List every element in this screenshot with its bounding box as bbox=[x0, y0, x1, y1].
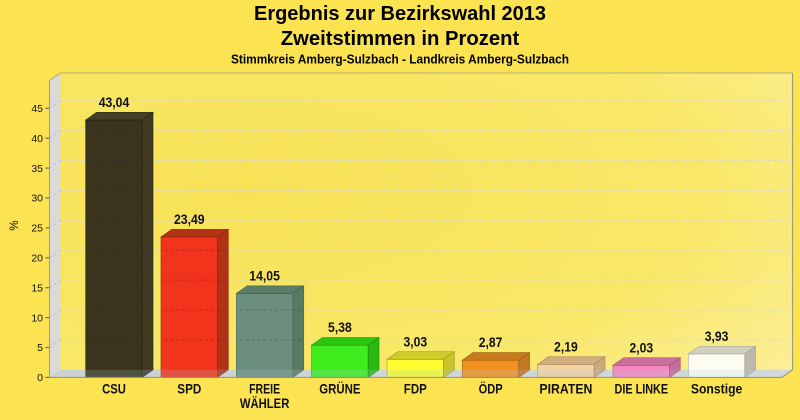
svg-text:5: 5 bbox=[37, 342, 43, 354]
svg-text:2,87: 2,87 bbox=[479, 334, 503, 350]
svg-text:30: 30 bbox=[31, 193, 43, 205]
svg-text:SPD: SPD bbox=[177, 381, 201, 397]
svg-text:20: 20 bbox=[31, 253, 43, 265]
svg-text:5,38: 5,38 bbox=[328, 319, 352, 335]
svg-text:ÖDP: ÖDP bbox=[479, 381, 503, 397]
svg-text:3,03: 3,03 bbox=[403, 333, 427, 349]
svg-text:WÄHLER: WÄHLER bbox=[240, 395, 290, 411]
svg-text:FREIE: FREIE bbox=[249, 381, 280, 397]
svg-text:Stimmkreis Amberg-Sulzbach - L: Stimmkreis Amberg-Sulzbach - Landkreis A… bbox=[231, 52, 569, 67]
svg-text:25: 25 bbox=[31, 223, 43, 235]
svg-text:2,03: 2,03 bbox=[629, 339, 653, 355]
svg-text:35: 35 bbox=[31, 163, 43, 175]
svg-text:23,49: 23,49 bbox=[174, 211, 205, 227]
svg-text:14,05: 14,05 bbox=[249, 267, 280, 283]
svg-text:GRÜNE: GRÜNE bbox=[319, 381, 360, 397]
svg-text:%: % bbox=[9, 220, 21, 230]
svg-text:PIRATEN: PIRATEN bbox=[539, 381, 592, 397]
svg-text:45: 45 bbox=[31, 103, 43, 115]
svg-text:0: 0 bbox=[37, 372, 43, 384]
svg-text:43,04: 43,04 bbox=[99, 94, 130, 110]
svg-text:10: 10 bbox=[31, 312, 43, 324]
svg-text:Sonstige: Sonstige bbox=[691, 381, 743, 397]
svg-text:FDP: FDP bbox=[404, 381, 427, 397]
svg-text:2,19: 2,19 bbox=[554, 338, 578, 354]
svg-text:Ergebnis zur Bezirkswahl 2013: Ergebnis zur Bezirkswahl 2013 bbox=[254, 2, 546, 25]
svg-text:DIE LINKE: DIE LINKE bbox=[615, 381, 669, 397]
svg-text:Zweitstimmen in Prozent: Zweitstimmen in Prozent bbox=[281, 27, 520, 50]
svg-text:3,93: 3,93 bbox=[705, 328, 729, 344]
svg-text:15: 15 bbox=[31, 282, 43, 294]
svg-text:40: 40 bbox=[31, 133, 43, 145]
svg-text:CSU: CSU bbox=[102, 381, 126, 397]
